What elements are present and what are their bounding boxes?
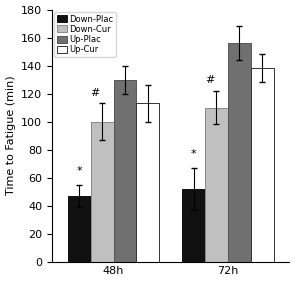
Bar	[251, 68, 273, 262]
Bar	[68, 196, 91, 262]
Bar	[91, 122, 114, 262]
Text: *: *	[76, 166, 82, 176]
Text: #: #	[90, 88, 100, 98]
Legend: Down-Plac, Down-Cur, Up-Plac, Up-Cur: Down-Plac, Down-Cur, Up-Plac, Up-Cur	[55, 12, 116, 57]
Bar	[228, 43, 251, 262]
Y-axis label: Time to Fatigue (min): Time to Fatigue (min)	[6, 76, 16, 195]
Bar	[205, 107, 228, 262]
Bar	[114, 80, 136, 262]
Bar	[182, 189, 205, 262]
Text: *: *	[191, 149, 196, 159]
Text: #: #	[205, 75, 214, 85]
Bar	[136, 103, 159, 262]
